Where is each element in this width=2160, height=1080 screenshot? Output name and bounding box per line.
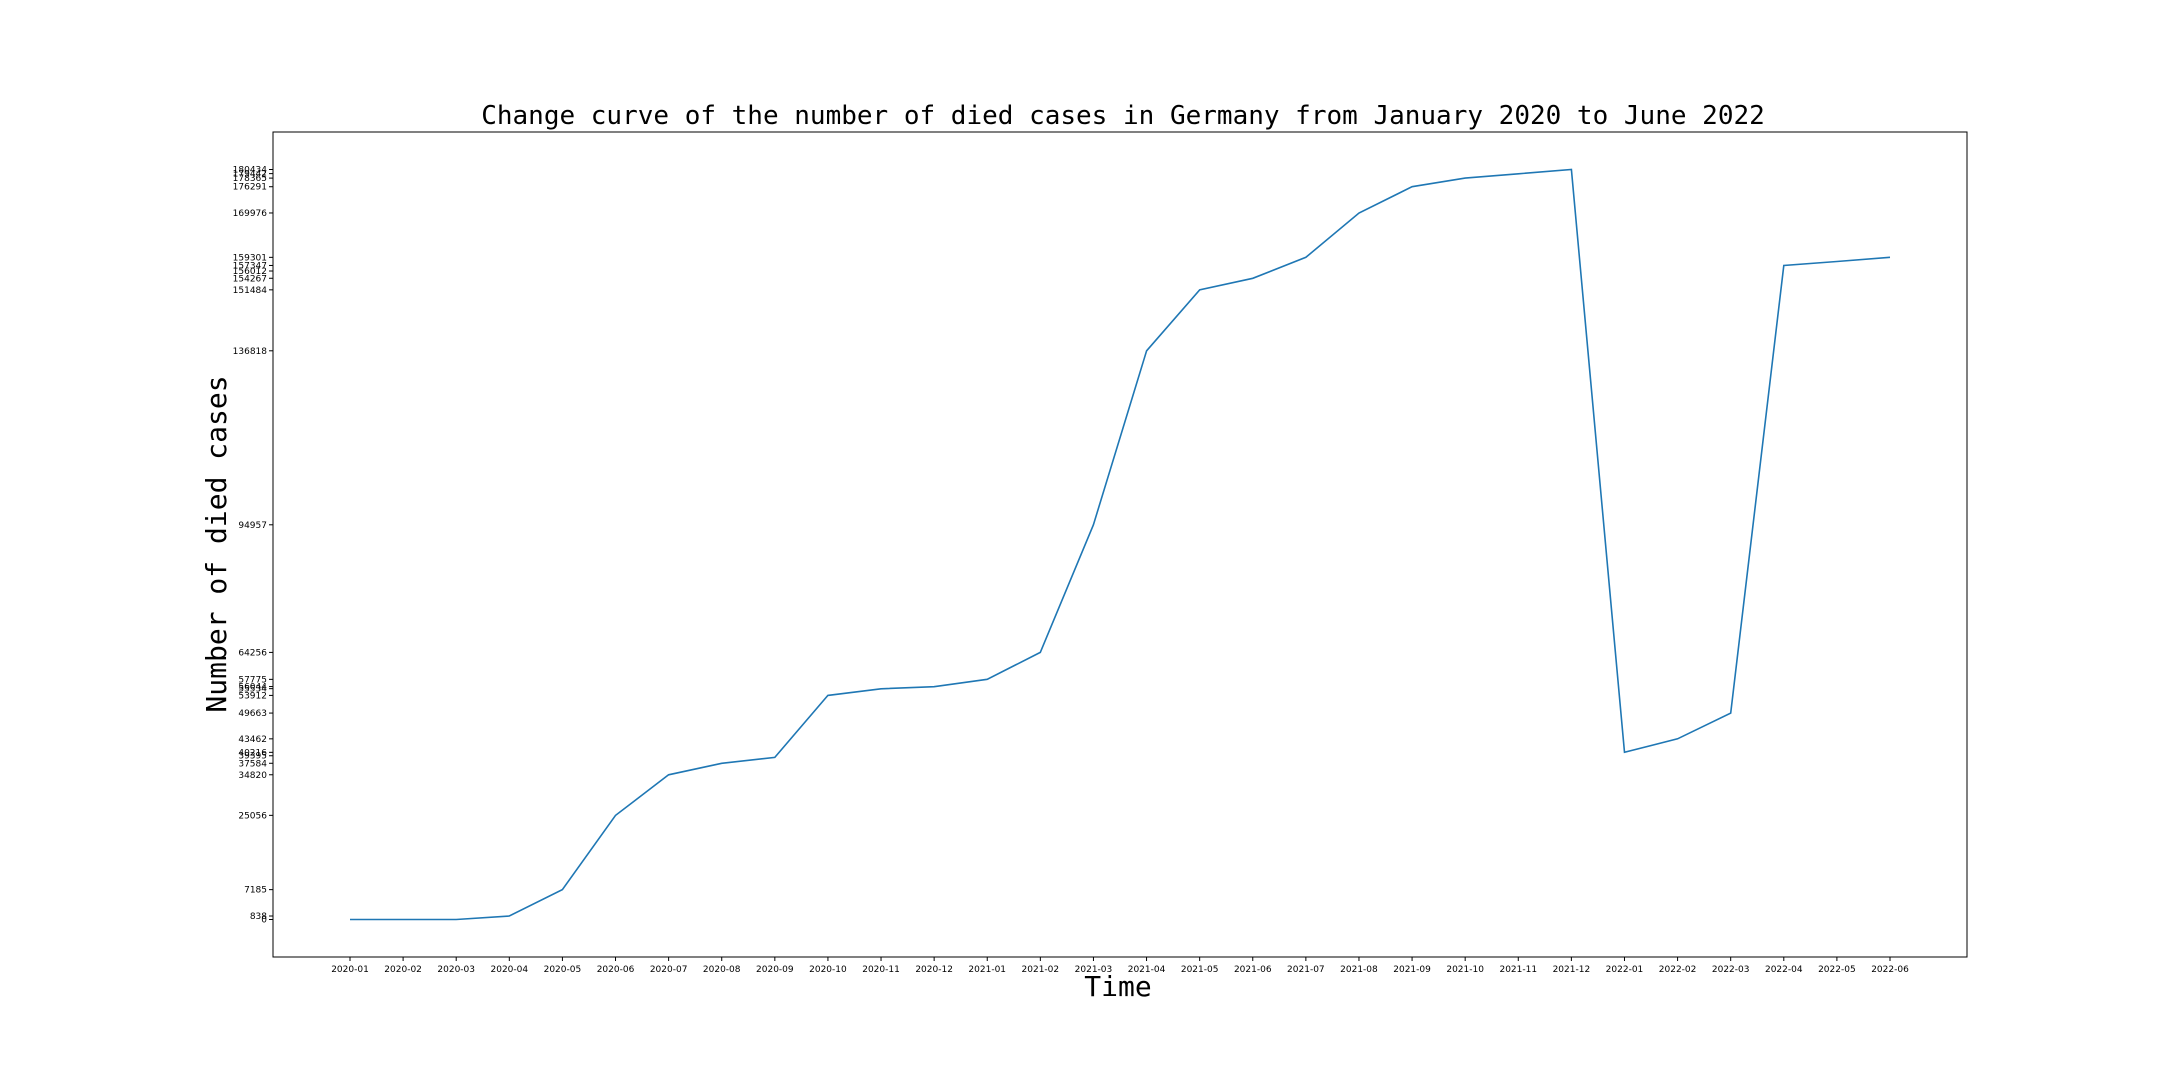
y-tick-label: 55534 <box>238 685 267 695</box>
y-axis-label: Number of died cases <box>200 375 233 712</box>
x-tick-label: 2020-04 <box>491 965 529 975</box>
x-tick-label: 2021-05 <box>1181 965 1219 975</box>
y-tick-label: 37584 <box>238 759 267 769</box>
x-tick-label: 2020-01 <box>331 965 369 975</box>
y-tick-label: 34820 <box>238 771 267 781</box>
x-tick-label: 2021-12 <box>1553 965 1591 975</box>
x-tick-label: 2021-09 <box>1393 965 1431 975</box>
chart-title: Change curve of the number of died cases… <box>481 101 1765 131</box>
x-tick-label: 2021-02 <box>1022 965 1060 975</box>
x-tick-label: 2020-10 <box>809 965 847 975</box>
y-tick-label: 179442 <box>233 170 267 180</box>
y-tick-label: 0 <box>261 915 267 925</box>
y-tick-label: 156012 <box>233 267 267 277</box>
x-tick-label: 2020-06 <box>597 965 635 975</box>
y-tick-label: 39395 <box>238 752 267 762</box>
x-tick-label: 2020-02 <box>384 965 422 975</box>
y-tick-label: 159301 <box>233 253 267 263</box>
x-tick-label: 2021-04 <box>1128 965 1166 975</box>
y-tick-label: 49663 <box>238 709 267 719</box>
x-tick-label: 2020-12 <box>915 965 953 975</box>
x-tick-label: 2022-03 <box>1712 965 1750 975</box>
y-tick-label: 176291 <box>233 183 267 193</box>
x-tick-label: 2022-02 <box>1659 965 1697 975</box>
x-tick-label: 2020-07 <box>650 965 688 975</box>
y-tick-label: 40216 <box>238 748 267 758</box>
x-tick-label: 2022-04 <box>1765 965 1803 975</box>
x-tick-label: 2022-05 <box>1818 965 1856 975</box>
x-tick-label: 2021-07 <box>1287 965 1325 975</box>
x-tick-label: 2020-11 <box>862 965 900 975</box>
x-tick-label: 2020-05 <box>544 965 582 975</box>
x-axis-label: Time <box>1084 970 1151 1003</box>
x-tick-label: 2022-01 <box>1606 965 1644 975</box>
x-tick-label: 2021-06 <box>1234 965 1272 975</box>
y-tick-label: 136818 <box>233 347 268 357</box>
y-tick-label: 169976 <box>233 209 268 219</box>
x-axis-ticks: 2020-01 2020-02 2020-03 2020-04 2020-05 2020-… <box>331 957 1909 975</box>
y-tick-label: 7185 <box>244 886 267 896</box>
plot-frame <box>272 131 1968 958</box>
x-tick-label: 2020-03 <box>437 965 475 975</box>
y-tick-label: 838 <box>250 912 267 922</box>
series-line-died-cases <box>350 168 1891 921</box>
y-tick-label: 180434 <box>233 166 268 176</box>
x-tick-label: 2021-11 <box>1499 965 1537 975</box>
x-tick-label: 2020-08 <box>703 965 741 975</box>
y-tick-label: 154267 <box>233 274 267 284</box>
y-tick-label: 25056 <box>238 811 267 821</box>
x-tick-label: 2020-09 <box>756 965 794 975</box>
y-tick-label: 53912 <box>238 691 267 701</box>
y-tick-label: 157347 <box>233 261 267 271</box>
y-tick-label: 57775 <box>238 675 267 685</box>
x-tick-label: 2022-06 <box>1871 965 1909 975</box>
x-tick-label: 2021-08 <box>1340 965 1378 975</box>
y-tick-label: 64256 <box>238 648 267 658</box>
y-tick-label: 43462 <box>238 735 267 745</box>
x-tick-label: 2021-03 <box>1075 965 1113 975</box>
y-tick-label: 56044 <box>238 683 267 693</box>
x-tick-label: 2021-10 <box>1446 965 1484 975</box>
y-tick-label: 94957 <box>238 521 267 531</box>
y-tick-label: 178365 <box>233 174 267 184</box>
y-tick-label: 151484 <box>233 286 268 296</box>
x-tick-label: 2021-01 <box>968 965 1006 975</box>
